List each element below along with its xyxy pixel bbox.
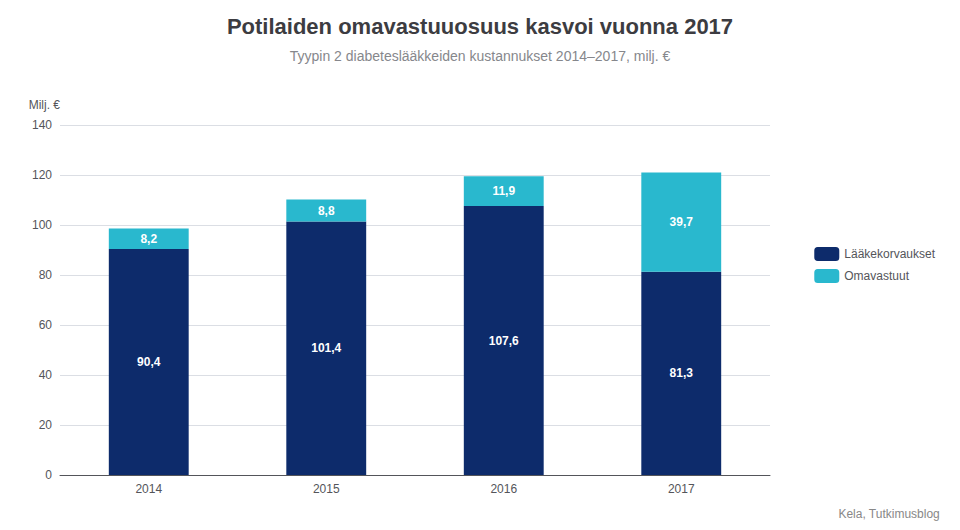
svg-text:Tyypin 2 diabeteslääkkeiden ku: Tyypin 2 diabeteslääkkeiden kustannukset…: [290, 48, 671, 64]
svg-text:140: 140: [32, 118, 52, 132]
svg-text:8,2: 8,2: [140, 232, 157, 246]
svg-text:Potilaiden omavastuuosuus kasv: Potilaiden omavastuuosuus kasvoi vuonna …: [227, 14, 733, 39]
svg-text:40: 40: [39, 368, 53, 382]
svg-text:80: 80: [39, 268, 53, 282]
svg-text:20: 20: [39, 418, 53, 432]
svg-text:0: 0: [45, 468, 52, 482]
svg-text:39,7: 39,7: [670, 215, 694, 229]
svg-text:60: 60: [39, 318, 53, 332]
svg-text:Omavastuut: Omavastuut: [844, 269, 909, 283]
svg-text:101,4: 101,4: [311, 341, 341, 355]
svg-text:2016: 2016: [490, 482, 517, 496]
svg-text:100: 100: [32, 218, 52, 232]
svg-text:2017: 2017: [668, 482, 695, 496]
svg-text:2015: 2015: [313, 482, 340, 496]
svg-text:2014: 2014: [135, 482, 162, 496]
svg-text:11,9: 11,9: [492, 184, 515, 198]
svg-text:Kela, Tutkimusblog: Kela, Tutkimusblog: [838, 507, 939, 521]
svg-text:Lääkekorvaukset: Lääkekorvaukset: [844, 247, 935, 261]
svg-text:90,4: 90,4: [137, 355, 161, 369]
svg-text:107,6: 107,6: [489, 334, 519, 348]
svg-text:120: 120: [32, 168, 52, 182]
svg-text:Milj. €: Milj. €: [29, 98, 61, 112]
svg-text:81,3: 81,3: [670, 366, 694, 380]
svg-text:8,8: 8,8: [318, 204, 335, 218]
